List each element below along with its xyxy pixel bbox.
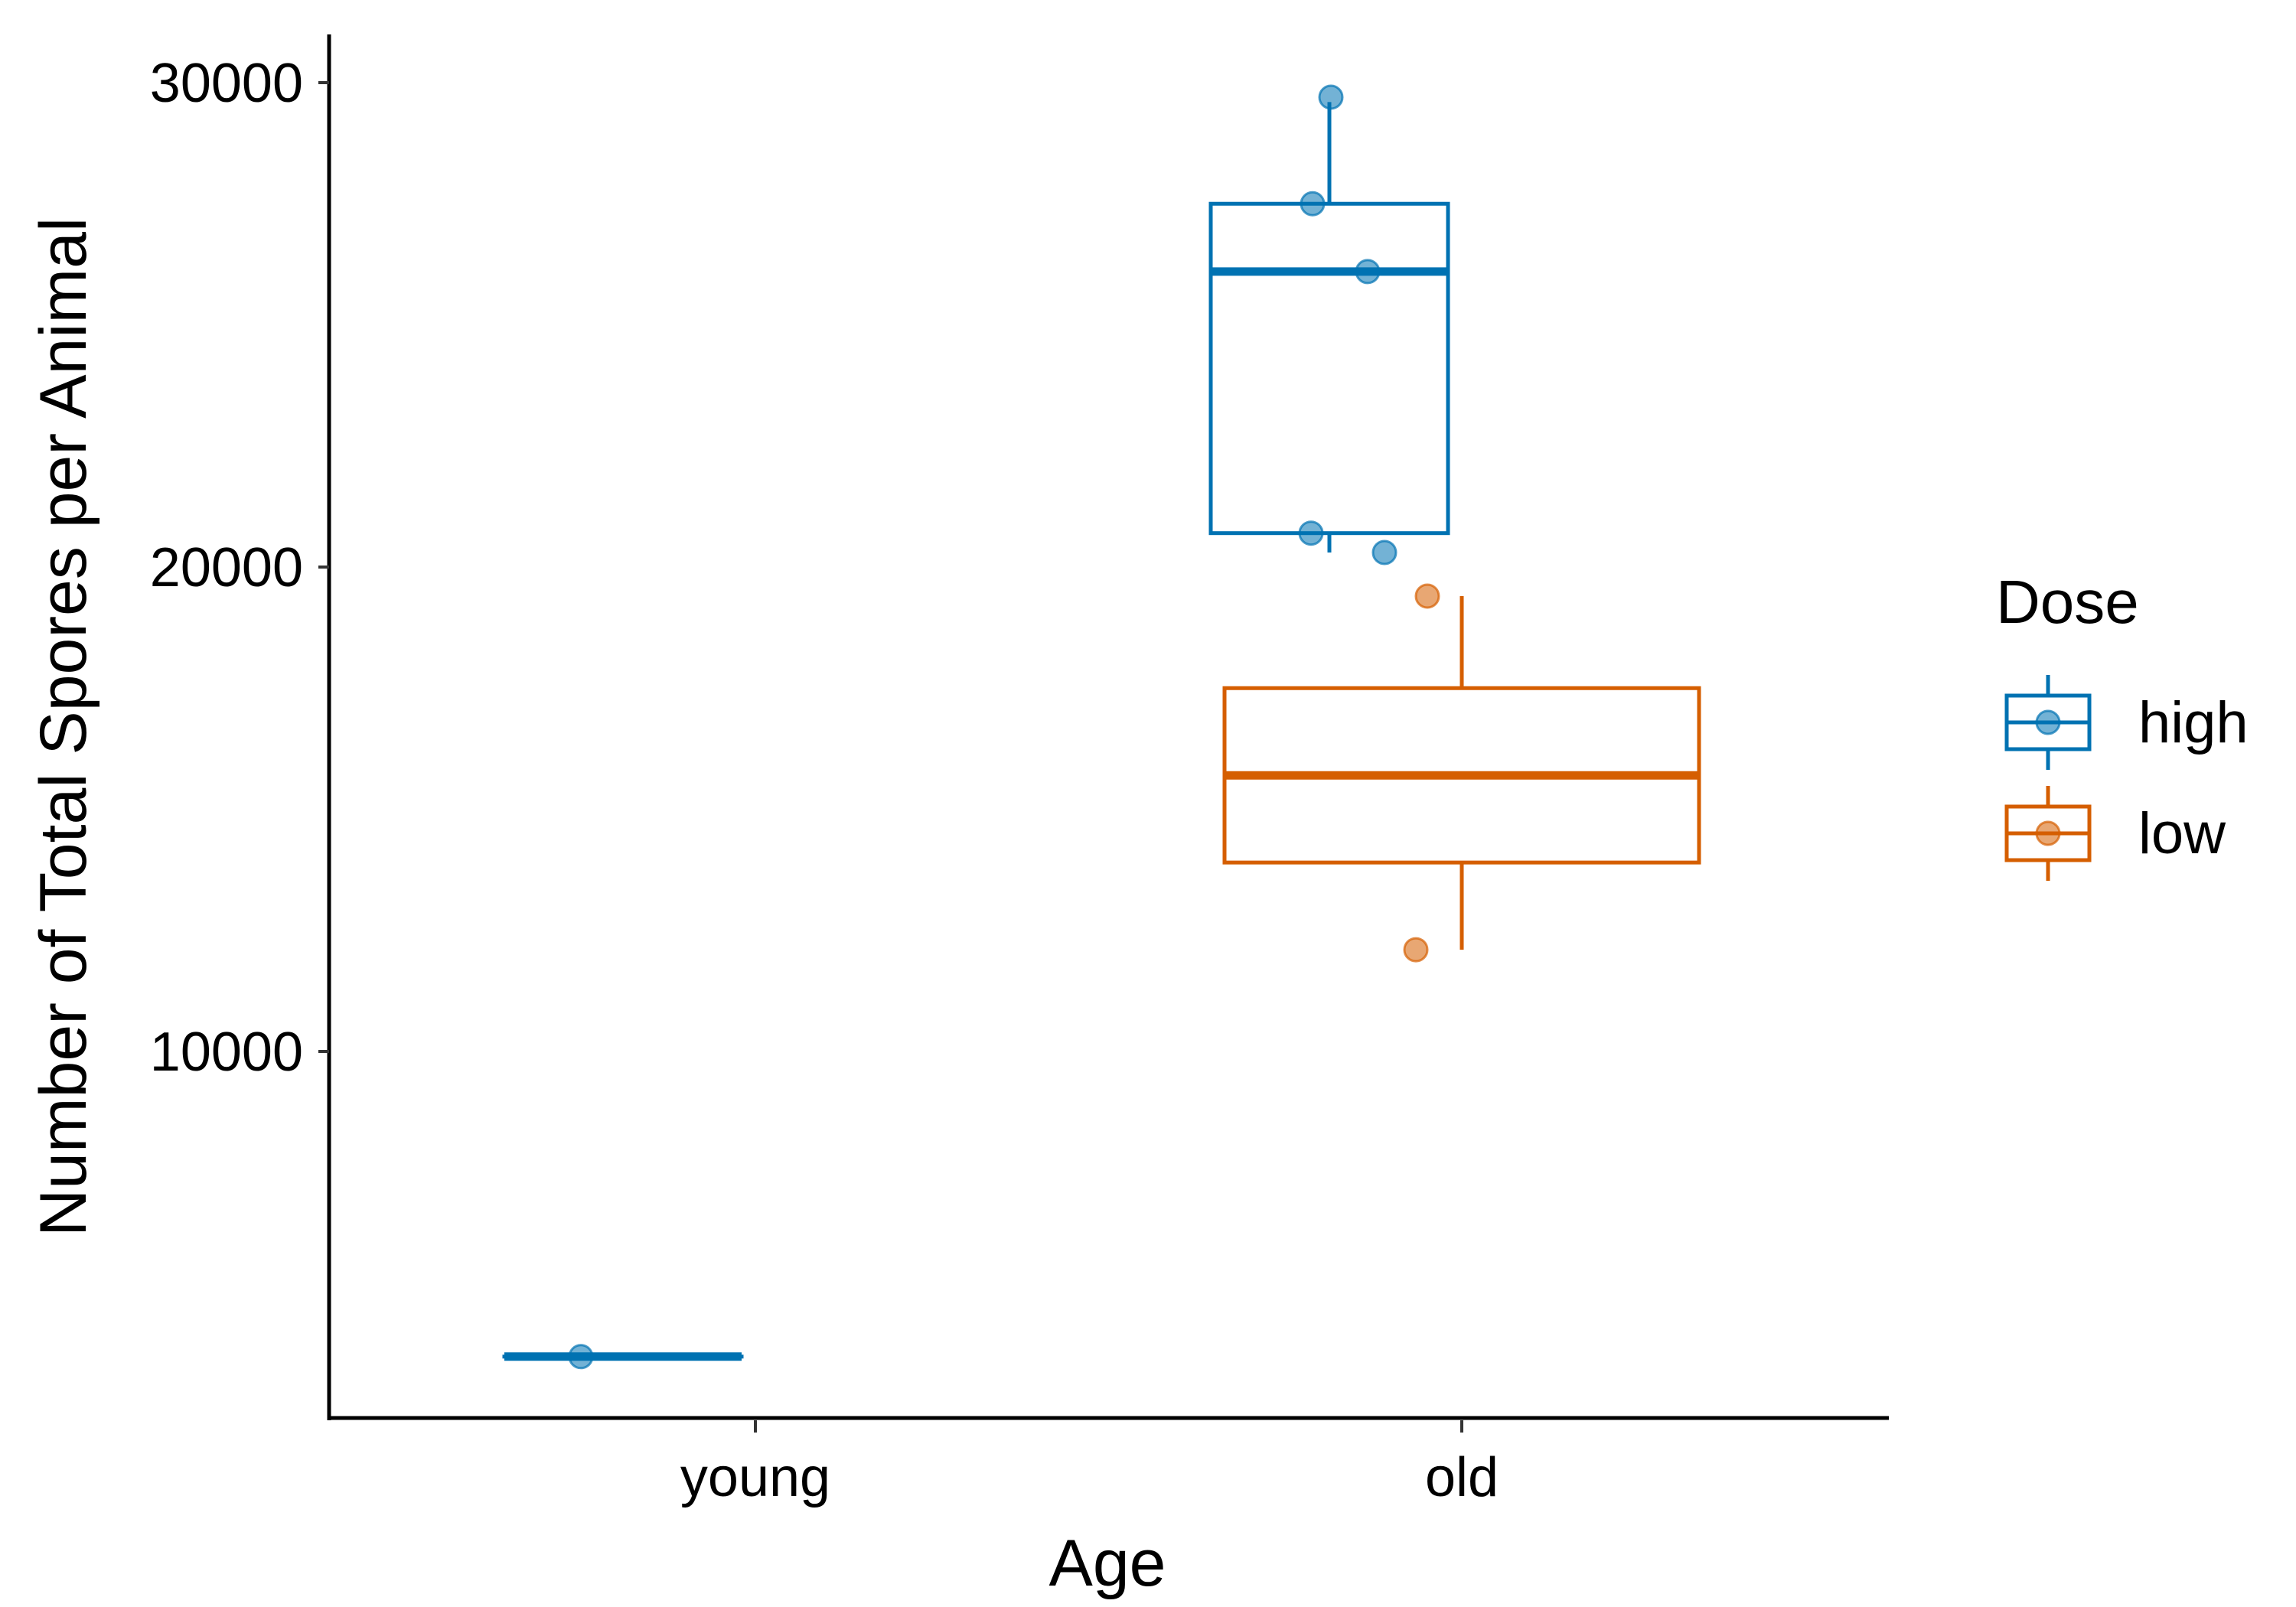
legend-key-point	[2035, 709, 2061, 735]
legend: Dose high low	[1996, 568, 2249, 881]
legend-key-point	[2035, 820, 2061, 846]
data-point-high	[568, 1344, 594, 1370]
plot-area	[502, 84, 1701, 1370]
legend-item-low: low	[2004, 786, 2226, 881]
legend-label: high	[2138, 690, 2249, 755]
legend-label: low	[2138, 801, 2226, 866]
data-point-low	[1403, 937, 1429, 963]
x-axis-title: Age	[1049, 1527, 1166, 1600]
y-axis-title: Number of Total Spores per Animal	[27, 217, 100, 1237]
y-tick-label: 10000	[150, 1022, 303, 1083]
y-tick-label: 20000	[150, 537, 303, 598]
data-point-high	[1371, 539, 1397, 566]
data-point-high	[1298, 520, 1324, 546]
y-tick-label: 30000	[150, 53, 303, 114]
legend-item-high: high	[2004, 675, 2249, 770]
box-low-old	[1222, 595, 1701, 950]
y-axis-ticks: 10000 20000 30000	[150, 53, 329, 1083]
data-point-high	[1355, 259, 1381, 285]
data-point-low	[1414, 583, 1440, 609]
data-point-high	[1318, 84, 1344, 110]
x-tick-label: young	[680, 1447, 830, 1508]
x-tick-label: old	[1425, 1447, 1499, 1508]
data-point-high	[1300, 191, 1326, 217]
x-axis-ticks: young old	[680, 1420, 1499, 1508]
legend-title: Dose	[1996, 568, 2139, 636]
box-body	[1208, 201, 1450, 536]
box-high-old	[1208, 102, 1450, 553]
